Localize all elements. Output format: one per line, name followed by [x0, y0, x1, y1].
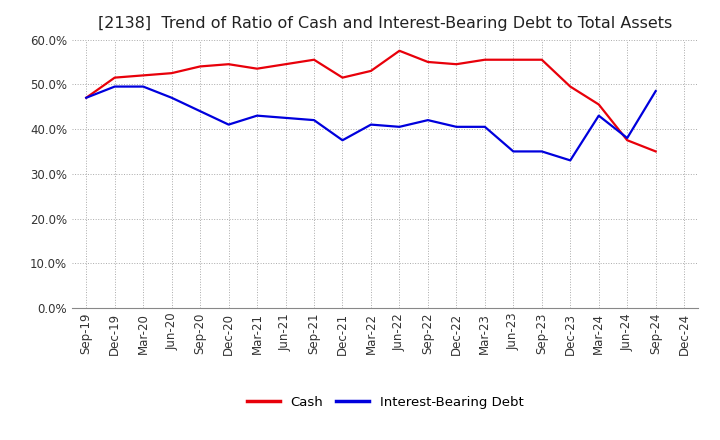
Cash: [595, 102, 603, 107]
Line: Interest-Bearing Debt: Interest-Bearing Debt: [86, 87, 656, 160]
Interest-Bearing Debt: [623, 136, 631, 141]
Title: [2138]  Trend of Ratio of Cash and Interest-Bearing Debt to Total Assets: [2138] Trend of Ratio of Cash and Intere…: [98, 16, 672, 32]
Interest-Bearing Debt: [82, 95, 91, 100]
Cash: [366, 68, 375, 73]
Interest-Bearing Debt: [110, 84, 119, 89]
Cash: [395, 48, 404, 53]
Cash: [566, 84, 575, 89]
Interest-Bearing Debt: [225, 122, 233, 127]
Cash: [167, 70, 176, 76]
Cash: [110, 75, 119, 80]
Interest-Bearing Debt: [253, 113, 261, 118]
Interest-Bearing Debt: [167, 95, 176, 100]
Cash: [652, 149, 660, 154]
Interest-Bearing Debt: [196, 109, 204, 114]
Cash: [452, 62, 461, 67]
Cash: [310, 57, 318, 62]
Interest-Bearing Debt: [595, 113, 603, 118]
Interest-Bearing Debt: [395, 124, 404, 129]
Cash: [282, 62, 290, 67]
Line: Cash: Cash: [86, 51, 656, 151]
Interest-Bearing Debt: [452, 124, 461, 129]
Cash: [480, 57, 489, 62]
Cash: [509, 57, 518, 62]
Cash: [253, 66, 261, 71]
Interest-Bearing Debt: [423, 117, 432, 123]
Cash: [225, 62, 233, 67]
Cash: [139, 73, 148, 78]
Interest-Bearing Debt: [366, 122, 375, 127]
Cash: [623, 138, 631, 143]
Interest-Bearing Debt: [338, 138, 347, 143]
Cash: [338, 75, 347, 80]
Cash: [82, 95, 91, 100]
Legend: Cash, Interest-Bearing Debt: Cash, Interest-Bearing Debt: [241, 391, 529, 414]
Interest-Bearing Debt: [282, 115, 290, 121]
Interest-Bearing Debt: [480, 124, 489, 129]
Cash: [423, 59, 432, 65]
Cash: [196, 64, 204, 69]
Cash: [537, 57, 546, 62]
Interest-Bearing Debt: [139, 84, 148, 89]
Interest-Bearing Debt: [537, 149, 546, 154]
Interest-Bearing Debt: [566, 158, 575, 163]
Interest-Bearing Debt: [310, 117, 318, 123]
Interest-Bearing Debt: [652, 88, 660, 94]
Interest-Bearing Debt: [509, 149, 518, 154]
